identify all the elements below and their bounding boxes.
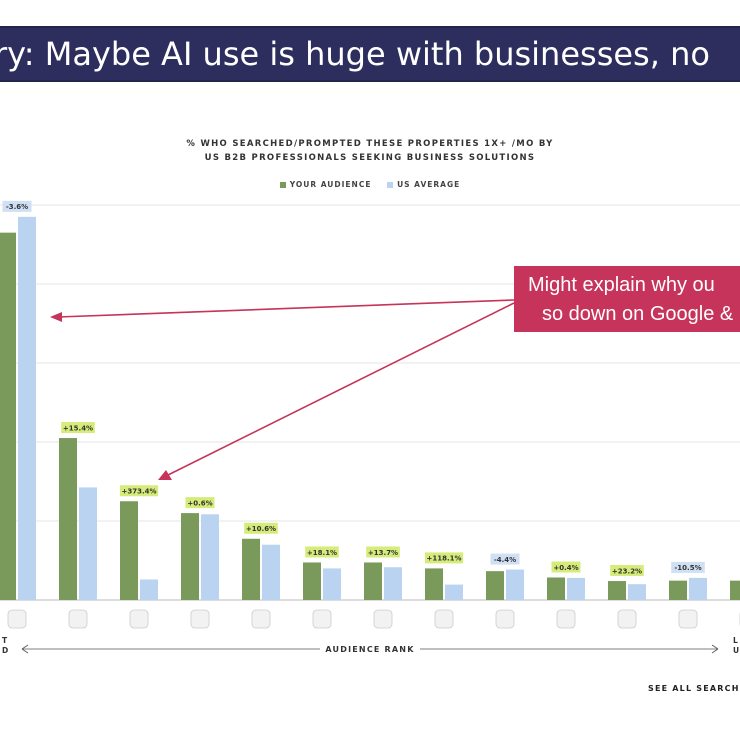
diff-label-yahoo: +10.6% [246, 525, 276, 533]
diff-badge-deepseek [424, 552, 464, 564]
bar-claude-us-average [140, 579, 158, 600]
copilot-icon [373, 609, 393, 629]
bar-claude-your-audience [120, 501, 138, 600]
chart-title-line-2: US B2B PROFESSIONALS SEEKING BUSINESS SO… [204, 153, 536, 163]
legend-label-your-audience: YOUR AUDIENCE [289, 180, 372, 189]
callout-line-1: Might explain why ou [528, 274, 715, 296]
diff-label-opera: -4.4% [494, 556, 516, 564]
callout-arrowhead-2 [158, 470, 172, 480]
search-icon [190, 609, 210, 629]
legend-item-us-average: US AVERAGE [387, 180, 460, 189]
chart-legend: YOUR AUDIENCE US AVERAGE [0, 180, 740, 189]
bar-gemini-your-audience [303, 562, 321, 600]
bar-perplexity-us-average [201, 514, 219, 600]
bar-google-your-audience [0, 232, 16, 600]
ecosia-icon [678, 609, 698, 629]
gemini-icon [312, 609, 332, 629]
slide-title-bar: ry: Maybe AI use is huge with businesses… [0, 26, 740, 82]
bar-yahoo-your-audience [242, 538, 260, 600]
bar-chatgpt-us-average [79, 487, 97, 600]
chatgpt-icon [68, 609, 88, 629]
bar-deepseek-us-average [445, 584, 463, 600]
left-end-label: D [2, 646, 8, 655]
duckduckgo-icon [556, 609, 576, 629]
legend-swatch-us-average [387, 182, 394, 188]
bar-duckduckgo-your-audience [547, 577, 565, 600]
bar-duckduckgo-us-average [567, 577, 585, 600]
bar-gemini-us-average [323, 568, 341, 600]
see-all-link[interactable]: SEE ALL SEARCH [648, 684, 740, 693]
diff-label-copilot: +13.7% [368, 549, 398, 557]
diff-label-claude: +373.4% [121, 488, 156, 496]
diff-badge-ecosia [671, 561, 705, 573]
bar-brave-your-audience [608, 581, 626, 600]
diff-label-ecosia: -10.5% [674, 564, 701, 572]
diff-badge-claude [119, 485, 159, 497]
diff-badge-yahoo [244, 522, 278, 534]
opera-icon [495, 609, 515, 629]
rank-arrow-left-head [21, 644, 29, 654]
bar-deepseek-your-audience [425, 568, 443, 600]
diff-label-perplexity: +0.6% [187, 499, 212, 507]
callout-line-2: so down on Google & [542, 303, 734, 325]
rank-arrow-right-head [711, 644, 719, 654]
bar-copilot-us-average [384, 567, 402, 600]
callout-box: Might explain why ou so down on Google & [514, 266, 740, 332]
legend-swatch-your-audience [279, 182, 286, 188]
right-end-label: L [733, 636, 738, 645]
chart-title-line-1: % WHO SEARCHED/PROMPTED THESE PROPERTIES… [186, 139, 554, 149]
diff-badge-brave [610, 565, 644, 577]
diff-badge-opera [490, 553, 520, 565]
bar-opera-your-audience [486, 571, 504, 600]
chart-title: % WHO SEARCHED/PROMPTED THESE PROPERTIES… [0, 137, 740, 165]
claude-icon [129, 609, 149, 629]
brave-icon [617, 609, 637, 629]
bar-ecosia-your-audience [669, 580, 687, 600]
diff-label-brave: +23.2% [612, 567, 642, 575]
diff-badge-perplexity [185, 497, 215, 509]
bar-brave-us-average [628, 584, 646, 600]
bar-yahoo-us-average [262, 544, 280, 600]
google-icon [7, 609, 27, 629]
diff-badge-duckduckgo [551, 561, 581, 573]
callout-arrow-2 [165, 302, 515, 477]
diff-badge-gemini [305, 546, 339, 558]
diff-label-duckduckgo: +0.4% [553, 564, 578, 572]
bar-opera-us-average [506, 569, 524, 600]
diff-label-gemini: +18.1% [307, 549, 337, 557]
slide-title: ry: Maybe AI use is huge with businesses… [0, 35, 710, 73]
callout-arrow-1 [57, 299, 515, 318]
bar-google-us-average [18, 216, 36, 600]
diff-label-chatgpt: +15.4% [63, 424, 93, 432]
diff-badge-chatgpt [61, 422, 95, 434]
diff-badge-copilot [366, 546, 400, 558]
legend-label-us-average: US AVERAGE [397, 180, 461, 189]
diff-label-deepseek: +118.1% [426, 555, 461, 563]
yahoo-icon [251, 609, 271, 629]
bar-copilot-your-audience [364, 562, 382, 600]
diff-badge-google [2, 200, 32, 212]
bar-ecosia-us-average [689, 577, 707, 600]
diff-label-google: -3.6% [6, 203, 28, 211]
left-end-label: T [2, 636, 8, 645]
x-axis-label: AUDIENCE RANK [325, 645, 414, 654]
right-end-label: U [733, 646, 739, 655]
bar-chatgpt-your-audience [59, 438, 77, 600]
bar-perplexity-your-audience [181, 513, 199, 600]
deepseek-icon [434, 609, 454, 629]
callout-arrowhead-1 [50, 312, 62, 322]
legend-item-your-audience: YOUR AUDIENCE [279, 180, 372, 189]
bar-last-your-audience [730, 580, 740, 600]
